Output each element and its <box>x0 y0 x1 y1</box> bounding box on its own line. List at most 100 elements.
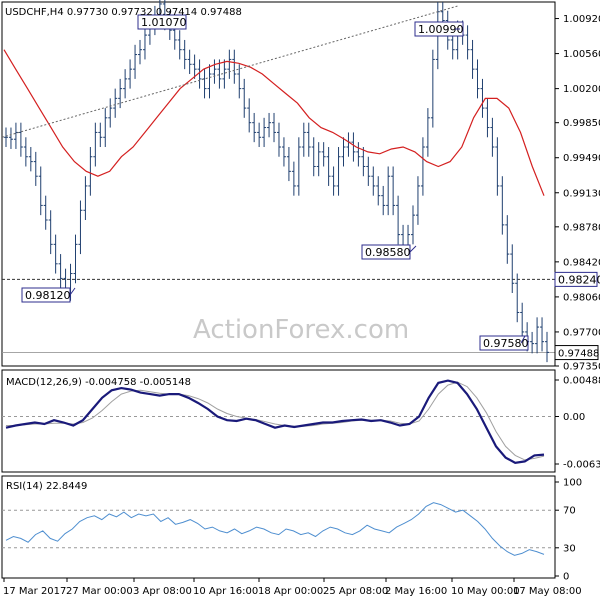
price-bar <box>301 122 306 157</box>
price-bar <box>465 25 470 60</box>
date-tick-label: 10 Apr 16:00 <box>193 586 258 597</box>
watermark-text: ActionForex.com <box>193 315 409 345</box>
price-bar <box>505 215 510 264</box>
price-bar <box>138 39 143 65</box>
price-annotation-text: 1.00990 <box>418 23 464 36</box>
date-tick-label: 3 Apr 08:00 <box>133 586 192 597</box>
price-bar <box>18 122 23 157</box>
price-bar <box>202 69 207 99</box>
price-bar <box>83 176 88 221</box>
price-bar <box>500 176 505 235</box>
price-annotation: 0.98120 <box>21 287 76 303</box>
price-annotation: 0.98580 <box>361 244 417 260</box>
price-bar <box>38 166 43 216</box>
price-bar <box>545 331 549 363</box>
price-bar <box>192 54 197 79</box>
price-bar <box>103 108 108 148</box>
price-bar <box>485 98 490 138</box>
last-price-tag: 0.97488 <box>554 345 599 361</box>
price-tick-label: 1.00560 <box>563 49 600 60</box>
price-bar <box>217 59 222 89</box>
price-bar <box>540 317 545 352</box>
price-bar <box>267 112 272 138</box>
macd-line <box>5 379 545 464</box>
price-bar <box>381 185 386 216</box>
price-bar <box>53 234 58 274</box>
price-bar <box>430 49 435 128</box>
price-bar <box>93 122 98 167</box>
price-annotation-text: 0.98120 <box>25 289 71 302</box>
price-bar <box>341 137 346 167</box>
price-bar <box>490 117 495 157</box>
date-tick-label: 2 May 16:00 <box>385 586 447 597</box>
price-bar <box>28 147 33 172</box>
price-bar <box>58 254 63 289</box>
support-level-tag-text: 0.98240 <box>558 273 600 286</box>
date-tick-label: 25 Apr 08:00 <box>323 586 388 597</box>
price-bar <box>88 147 93 196</box>
date-tick-label: 18 Apr 00:00 <box>258 586 323 597</box>
price-annotation: 1.01070 <box>137 14 187 30</box>
macd-panel-frame <box>1 369 556 473</box>
rsi-line <box>5 502 545 556</box>
price-bar <box>480 78 485 118</box>
price-bar <box>291 161 296 196</box>
price-bar <box>187 49 192 75</box>
price-bar <box>272 112 277 143</box>
price-bar <box>396 195 401 245</box>
price-bar <box>356 142 361 167</box>
rsi-panel-frame <box>1 475 556 579</box>
price-bar <box>296 137 301 196</box>
price-bar <box>306 122 311 157</box>
price-bar <box>425 108 430 157</box>
price-bar <box>276 122 281 157</box>
price-bar <box>237 64 242 99</box>
price-bar <box>33 151 38 186</box>
price-bar <box>252 112 257 143</box>
price-bar <box>262 117 267 148</box>
price-bar <box>410 205 415 245</box>
price-bar <box>515 273 520 323</box>
rsi-tick-label: 30 <box>563 543 576 554</box>
date-tick-label: 17 May 08:00 <box>513 586 582 597</box>
rsi-tick-label: 70 <box>563 506 576 517</box>
price-bar <box>197 59 202 89</box>
rsi-label: RSI(14) 22.8449 <box>6 481 87 492</box>
price-bar <box>212 59 217 84</box>
price-bar <box>530 331 535 354</box>
last-price-tag-text: 0.97488 <box>558 349 599 360</box>
macd-tick-label: 0.00 <box>563 412 585 423</box>
price-bar <box>391 166 396 216</box>
price-annotation-leader <box>409 245 417 253</box>
price-bar <box>316 142 321 177</box>
date-tick-label: 17 Mar 2017 <box>3 586 66 597</box>
price-annotation-text: 1.01070 <box>141 16 187 29</box>
rsi-tick-label: 0 <box>563 572 569 583</box>
price-annotation-box <box>479 335 529 351</box>
price-bar <box>326 147 331 186</box>
price-bar <box>227 49 232 79</box>
price-bar <box>48 210 53 255</box>
price-bar <box>247 98 252 133</box>
date-tick-label: 10 May 00:00 <box>451 586 520 597</box>
price-bar <box>346 132 351 157</box>
price-annotation-box <box>414 21 464 37</box>
price-bar <box>535 317 540 354</box>
price-bar <box>420 137 425 196</box>
price-bar <box>336 147 341 196</box>
price-bar <box>495 137 500 196</box>
price-bar <box>142 25 147 60</box>
price-annotation: 1.00990 <box>414 21 464 37</box>
moving-average-line <box>3 49 545 196</box>
price-bar <box>73 234 78 284</box>
price-annotation-text: 0.97580 <box>483 337 529 350</box>
price-bar <box>8 127 13 149</box>
price-annotation-text: 0.98580 <box>365 246 411 259</box>
price-annotation: 0.97580 <box>479 335 529 351</box>
price-bar <box>128 59 133 89</box>
